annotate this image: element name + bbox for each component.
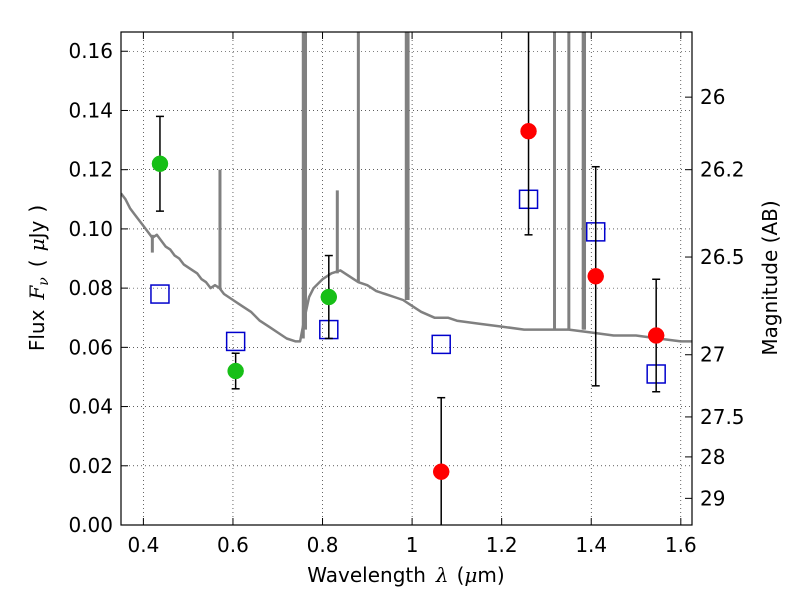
observed-flux-point bbox=[520, 122, 537, 140]
y2-tick-label: 27.5 bbox=[700, 405, 745, 429]
y-tick-label: 0.04 bbox=[68, 395, 113, 419]
plot-area bbox=[121, 32, 692, 525]
y2-tick-label: 26.5 bbox=[700, 245, 745, 269]
y2-tick-label: 26 bbox=[700, 85, 725, 109]
y2-tick-label: 28 bbox=[700, 445, 725, 469]
y-tick-labels: 0.00 0.02 0.04 0.06 0.08 0.10 0.12 0.14 0.16 bbox=[68, 39, 113, 537]
y-tick-label: 0.12 bbox=[68, 158, 113, 182]
model-photometry-square bbox=[431, 334, 451, 355]
y-tick-label: 0.02 bbox=[68, 454, 113, 478]
plot-frame bbox=[120, 31, 693, 526]
model-photometry-square bbox=[150, 284, 170, 304]
x-tick-label: 0.6 bbox=[217, 533, 249, 557]
tick-marks bbox=[121, 32, 692, 526]
observed-flux-point bbox=[320, 288, 338, 306]
x-tick-label: 1.2 bbox=[486, 533, 518, 557]
observed-flux-point bbox=[432, 463, 450, 480]
observed-flux-point bbox=[151, 155, 169, 173]
x-tick-label: 0.8 bbox=[307, 533, 339, 557]
x-tick-labels: 0.4 0.6 0.8 1 1.2 1.4 1.6 bbox=[127, 533, 696, 557]
model-spectrum-line bbox=[121, 192, 692, 343]
model-photometry-square bbox=[225, 331, 246, 352]
y-axis-label: FluxFν(μJy) bbox=[25, 205, 52, 351]
x-tick-label: 1.6 bbox=[665, 533, 697, 557]
observed-flux-point bbox=[647, 327, 665, 344]
x-tick-label: 1.4 bbox=[575, 533, 607, 557]
y-tick-label: 0.14 bbox=[68, 98, 113, 122]
y2-tick-label: 29 bbox=[700, 486, 725, 510]
observed-flux-point bbox=[227, 362, 244, 380]
y2-axis-label: Magnitude (AB) bbox=[758, 200, 782, 355]
y2-tick-label: 27 bbox=[700, 343, 725, 367]
y-tick-label: 0.00 bbox=[68, 513, 113, 537]
x-tick-label: 0.4 bbox=[127, 533, 159, 557]
x-tick-label: 1 bbox=[406, 533, 419, 557]
y2-tick-label: 26.2 bbox=[700, 158, 745, 182]
y-tick-label: 0.16 bbox=[68, 39, 113, 63]
y2-tick-labels: 26 26.2 26.5 27 27.5 28 29 bbox=[700, 85, 745, 510]
y-tick-label: 0.06 bbox=[68, 335, 113, 359]
y-tick-label: 0.10 bbox=[68, 217, 113, 241]
x-axis-label: Wavelength λ (μm) bbox=[307, 563, 504, 587]
observed-flux-point bbox=[587, 268, 604, 285]
y-tick-label: 0.08 bbox=[68, 276, 113, 300]
